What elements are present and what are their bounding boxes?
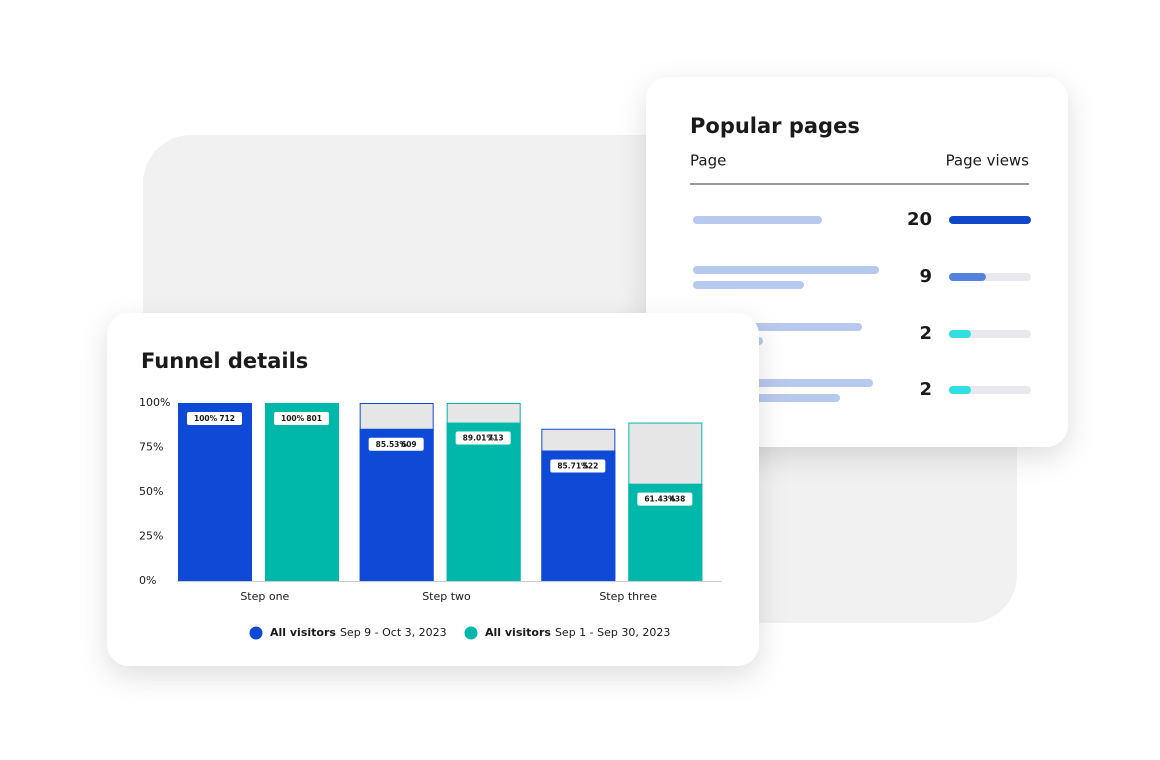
legend-period: Sep 1 - Sep 30, 2023	[555, 626, 670, 639]
count-label: 801	[306, 414, 322, 423]
placeholder	[693, 281, 804, 289]
x-tick-label: Step one	[240, 590, 289, 603]
count-label: 713	[488, 434, 504, 443]
bar	[178, 403, 252, 581]
page-views: 2	[919, 379, 932, 400]
count-label: 712	[219, 414, 235, 423]
legend-period: Sep 9 - Oct 3, 2023	[340, 626, 447, 639]
label-box	[187, 412, 242, 425]
rate-label: 100%	[194, 414, 218, 423]
column-header: Page views	[946, 152, 1030, 170]
legend-name: All visitors	[270, 626, 336, 639]
y-tick-label: 100%	[139, 396, 170, 409]
count-label: 438	[670, 495, 686, 504]
page-views: 2	[919, 323, 932, 344]
popular-pages-card: Popular pages Page Page views 20 9 2 2	[646, 77, 1068, 447]
label-box	[368, 437, 424, 451]
y-tick-label: 50%	[139, 485, 163, 498]
count-label: 609	[401, 440, 417, 449]
bar	[265, 403, 339, 581]
bar	[359, 428, 434, 581]
page-views: 20	[907, 209, 932, 230]
label-box	[550, 459, 606, 473]
placeholder	[693, 266, 879, 274]
card-title: Popular pages	[690, 114, 860, 138]
rate-label: 85.71%	[557, 462, 589, 471]
rate-label: 61.43%	[644, 495, 676, 504]
rate-label: 100%	[281, 414, 305, 423]
card-title: Funnel details	[141, 349, 308, 373]
legend-name: All visitors	[485, 626, 551, 639]
rate-label: 89.01%	[463, 434, 495, 443]
bar	[446, 422, 521, 581]
column-header: Page	[690, 152, 726, 170]
legend-marker	[249, 626, 263, 640]
x-tick-label: Step two	[422, 590, 471, 603]
bar	[949, 273, 986, 281]
x-tick-label: Step three	[599, 590, 657, 603]
page-views: 9	[919, 266, 932, 287]
bar	[949, 386, 971, 394]
rate-label: 85.53%	[376, 440, 408, 449]
funnel-card: Funnel details 0% 25% 50% 75% 100% Step one 10…	[107, 313, 759, 666]
y-tick-label: 75%	[139, 441, 163, 454]
label-box	[455, 431, 511, 445]
bar	[949, 330, 971, 338]
bar	[949, 216, 1031, 224]
legend-marker	[464, 626, 478, 640]
y-tick-label: 25%	[139, 530, 163, 543]
placeholder	[693, 216, 822, 224]
label-box	[637, 492, 693, 506]
count-label: 522	[583, 462, 599, 471]
y-tick-label: 0%	[139, 574, 156, 587]
label-box	[274, 412, 329, 425]
